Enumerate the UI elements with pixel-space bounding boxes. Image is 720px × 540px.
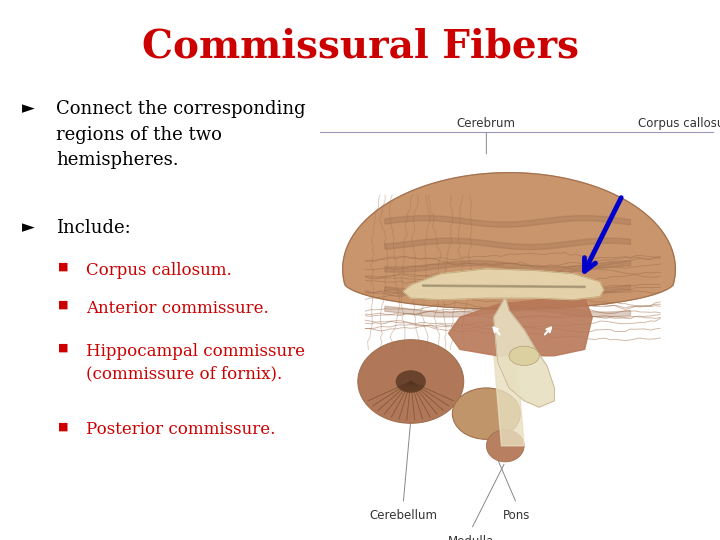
- Text: Corpus callosum.: Corpus callosum.: [86, 262, 232, 279]
- Text: Anterior commissure.: Anterior commissure.: [86, 300, 269, 316]
- Text: ►: ►: [22, 219, 35, 235]
- Polygon shape: [494, 356, 524, 446]
- Ellipse shape: [396, 370, 426, 393]
- Polygon shape: [494, 298, 554, 407]
- Ellipse shape: [358, 340, 464, 423]
- Text: Medulla: Medulla: [448, 535, 495, 540]
- Text: Posterior commissure.: Posterior commissure.: [86, 421, 276, 438]
- Text: Cerebrum: Cerebrum: [457, 117, 516, 130]
- Text: Connect the corresponding
regions of the two
hemispheres.: Connect the corresponding regions of the…: [56, 100, 306, 170]
- Text: ►: ►: [22, 100, 35, 117]
- Text: Corpus callosum: Corpus callosum: [638, 117, 720, 130]
- Text: ■: ■: [58, 343, 68, 353]
- Ellipse shape: [509, 346, 539, 366]
- Ellipse shape: [452, 388, 521, 440]
- Polygon shape: [449, 298, 593, 356]
- Text: Commissural Fibers: Commissural Fibers: [142, 27, 578, 65]
- Text: Pons: Pons: [503, 509, 531, 522]
- Polygon shape: [403, 269, 603, 300]
- Text: Cerebellum: Cerebellum: [369, 509, 437, 522]
- Ellipse shape: [487, 430, 524, 462]
- Text: Include:: Include:: [56, 219, 131, 237]
- Text: ■: ■: [58, 421, 68, 431]
- Text: ■: ■: [58, 300, 68, 310]
- Polygon shape: [343, 173, 675, 309]
- Text: Hippocampal commissure
(commissure of fornix).: Hippocampal commissure (commissure of fo…: [86, 343, 305, 383]
- Text: ■: ■: [58, 262, 68, 272]
